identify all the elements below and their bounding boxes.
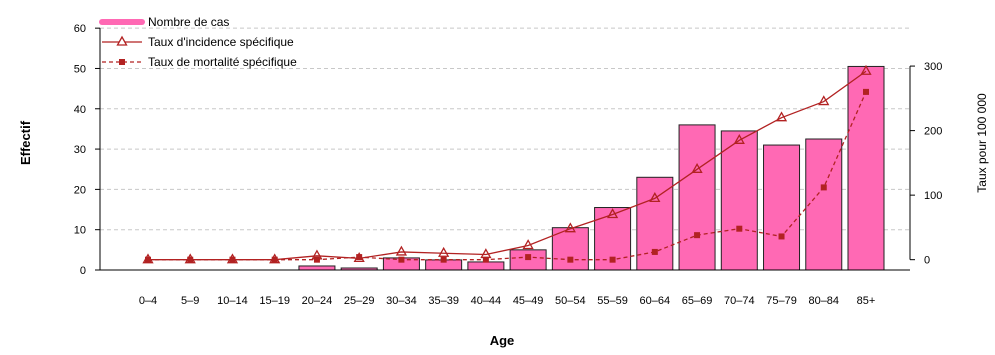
bar-65–69 — [678, 124, 716, 271]
x-tick-label-45–49: 45–49 — [513, 295, 544, 307]
line-triangle-series — [148, 70, 867, 261]
point-triangle-65–69 — [691, 163, 703, 173]
point-square-35–39 — [440, 256, 447, 263]
point-triangle-70–74 — [733, 133, 745, 144]
x-tick-label-20–24: 20–24 — [302, 295, 333, 307]
y-tick-label-right-100: 100 — [924, 190, 942, 202]
x-tick-label-75–79: 75–79 — [766, 295, 797, 307]
x-tick-label-85+: 85+ — [857, 295, 876, 307]
x-tick-label-5–9: 5–9 — [181, 295, 199, 307]
point-square-45–49 — [525, 254, 532, 261]
legend: Nombre de cas Taux d'incidence spécifique… — [99, 15, 297, 69]
y-tick-label-right-200: 200 — [924, 126, 942, 138]
bar-20–24 — [298, 265, 336, 271]
y-tick-label-left-30: 30 — [74, 144, 86, 156]
bar-60–64 — [636, 176, 674, 271]
y-axis-title-left: Effectif — [18, 120, 33, 165]
point-square-60–64 — [651, 248, 658, 255]
point-triangle-85+ — [860, 64, 872, 75]
point-square-0–4 — [145, 256, 151, 263]
x-tick-label-50–54: 50–54 — [555, 295, 586, 307]
point-triangle-60–64 — [649, 192, 661, 203]
point-square-55–59 — [609, 256, 616, 263]
point-square-80–84 — [820, 184, 827, 191]
x-tick-label-15–19: 15–19 — [259, 295, 290, 307]
bar-70–74 — [720, 130, 758, 271]
x-tick-label-55–59: 55–59 — [597, 295, 628, 307]
axes: 0 10 20 30 40 50 60 0 100 200 300 0–4 5–9 10–14 15–19 2… — [74, 23, 943, 307]
point-square-10–14 — [229, 256, 236, 263]
x-tick-label-30–34: 30–34 — [386, 295, 417, 307]
legend-marker-triangle — [116, 35, 128, 46]
x-tick-label-0–4: 0–4 — [139, 295, 157, 307]
x-tick-label-25–29: 25–29 — [344, 295, 375, 307]
point-triangle-75–79 — [775, 111, 788, 122]
bar-85+ — [847, 65, 885, 271]
point-square-30–34 — [398, 256, 405, 263]
point-square-20–24 — [313, 256, 320, 263]
series-lines — [142, 64, 872, 264]
point-square-15–19 — [271, 256, 278, 263]
x-tick-label-65–69: 65–69 — [682, 295, 713, 307]
point-square-70–74 — [736, 225, 743, 232]
point-triangle-30–34 — [395, 245, 408, 256]
x-tick-label-40–44: 40–44 — [471, 295, 502, 307]
bar-40–44 — [467, 261, 505, 271]
line-square-series — [148, 91, 867, 261]
point-square-25–29 — [356, 254, 363, 261]
bar-75–79 — [763, 144, 801, 271]
x-tick-label-60–64: 60–64 — [640, 295, 671, 307]
y-tick-label-left-50: 50 — [74, 63, 86, 75]
point-triangle-55–59 — [606, 208, 619, 219]
x-tick-label-80–84: 80–84 — [808, 295, 839, 307]
legend-marker-square — [119, 59, 125, 65]
y-tick-label-left-40: 40 — [74, 104, 86, 116]
y-axis-title-right: Taux pour 100 000 — [975, 93, 989, 193]
point-square-5–9 — [187, 256, 194, 263]
point-square-50–54 — [567, 256, 574, 263]
y-tick-label-left-60: 60 — [74, 23, 86, 35]
point-triangle-50–54 — [564, 222, 576, 233]
x-tick-label-70–74: 70–74 — [724, 295, 755, 307]
x-tick-label-10–14: 10–14 — [217, 295, 248, 307]
y-tick-label-right-0: 0 — [924, 255, 930, 267]
bar-80–84 — [805, 138, 843, 271]
point-triangle-45–49 — [522, 239, 534, 250]
bars — [298, 65, 885, 271]
point-square-65–69 — [694, 232, 701, 239]
legend-label-0: Nombre de cas — [148, 15, 229, 29]
point-square-75–79 — [778, 233, 785, 240]
y-tick-label-left-20: 20 — [74, 184, 86, 196]
point-triangle-80–84 — [818, 95, 830, 106]
legend-label-2: Taux de mortalité spécifique — [148, 55, 297, 69]
x-tick-label-35–39: 35–39 — [428, 295, 459, 307]
y-tick-label-left-0: 0 — [80, 265, 86, 277]
point-square-85+ — [863, 88, 869, 95]
point-triangle-35–39 — [438, 246, 450, 257]
y-tick-label-left-10: 10 — [74, 225, 86, 237]
y-tick-label-right-300: 300 — [924, 61, 942, 73]
x-axis-title: Age — [490, 333, 515, 348]
point-square-40–44 — [482, 256, 489, 263]
legend-label-1: Taux d'incidence spécifique — [148, 35, 294, 49]
